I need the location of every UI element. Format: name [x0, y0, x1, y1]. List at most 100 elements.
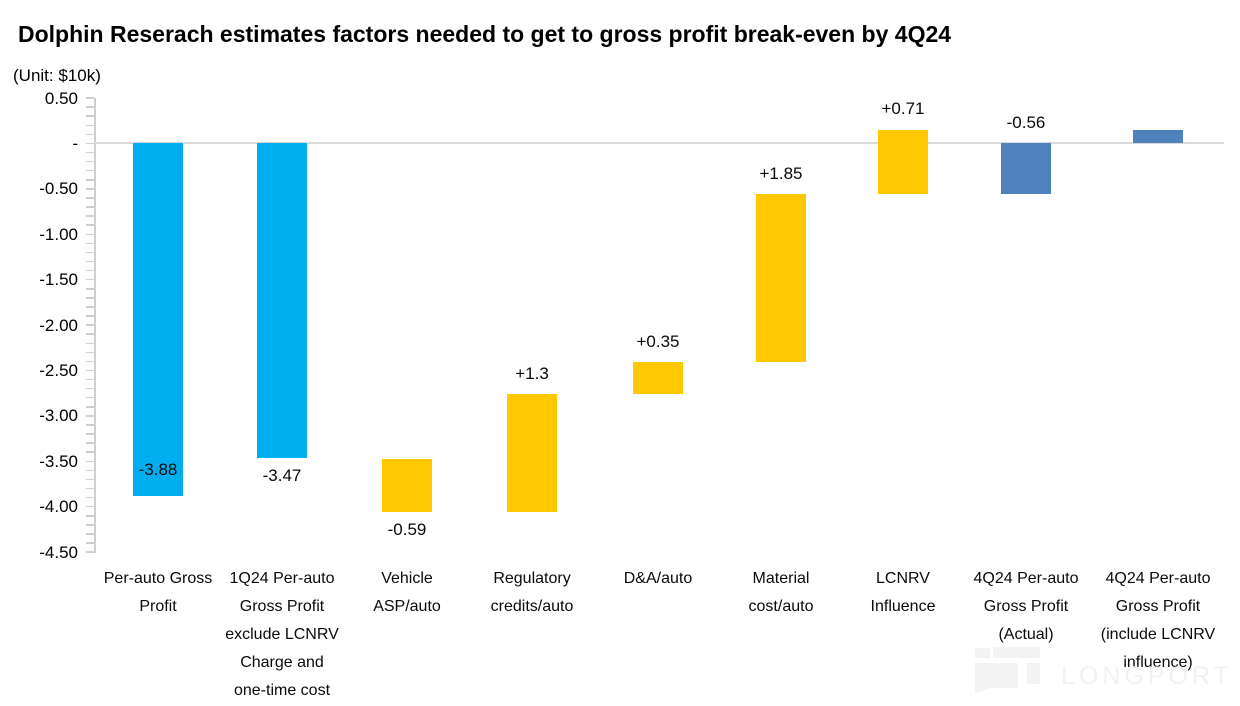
bar: [257, 143, 307, 459]
y-tick-label: -4.50: [39, 542, 78, 562]
y-minor-tick: [86, 124, 94, 126]
y-minor-tick: [86, 260, 94, 263]
category-label: D&A/auto: [570, 565, 746, 593]
bar-value-label: -0.59: [387, 519, 427, 539]
category-label-line: 4Q24 Per-auto: [973, 570, 1079, 587]
category-label: LCNRV Influence: [815, 565, 991, 621]
y-minor-tick: [86, 551, 94, 553]
y-minor-tick: [86, 415, 94, 417]
category-label-line: influence): [1123, 654, 1193, 671]
category-label-line: 4Q24 Per-auto: [1105, 570, 1211, 587]
bar-value-label: +1.85: [759, 163, 803, 183]
y-minor-tick: [86, 179, 94, 181]
y-minor-tick: [86, 469, 94, 472]
category-label-line: Profit: [139, 598, 177, 615]
category-label: Regulatory credits/auto: [444, 565, 620, 621]
y-minor-tick: [86, 288, 94, 290]
y-minor-tick: [86, 97, 94, 99]
category-label: Material cost/auto: [693, 565, 869, 621]
category-label-line: Gross Profit: [239, 598, 325, 615]
category-label-line: Gross Profit: [1115, 598, 1201, 615]
y-minor-tick: [86, 242, 94, 245]
category-label: Vehicle ASP/auto: [319, 565, 495, 621]
y-tick-label: -4.00: [39, 497, 78, 517]
y-minor-tick: [86, 505, 94, 508]
y-minor-tick: [86, 160, 94, 163]
y-minor-tick: [86, 251, 94, 254]
category-label-line: Gross Profit: [983, 598, 1069, 615]
y-minor-tick: [86, 369, 94, 372]
y-minor-tick: [86, 324, 94, 326]
bar: [1133, 129, 1183, 144]
y-minor-tick: [86, 433, 94, 435]
bar: [756, 194, 806, 363]
y-minor-tick: [86, 188, 94, 190]
bar: [633, 362, 683, 395]
bar-value-label: +1.3: [515, 363, 549, 383]
y-minor-tick: [86, 278, 94, 281]
y-minor-tick: [86, 387, 94, 390]
y-minor-tick: [86, 224, 94, 226]
bar-value-label: -3.47: [262, 466, 302, 485]
y-minor-tick: [86, 297, 94, 299]
y-minor-tick: [86, 342, 94, 344]
y-tick-label: -2.00: [39, 315, 78, 335]
category-label: 1Q24 Per-auto Gross Profit exclude LCNRV Ch…: [194, 565, 370, 705]
zero-gridline: [95, 142, 1224, 145]
y-tick-label: -: [72, 133, 78, 153]
bar: [382, 458, 432, 513]
y-minor-tick: [86, 460, 94, 462]
y-minor-tick: [86, 406, 94, 408]
y-minor-tick: [86, 524, 94, 526]
bar-value-label: +0.35: [636, 331, 680, 351]
category-label-line: exclude LCNRV: [225, 626, 339, 643]
y-axis-line: [94, 98, 96, 553]
y-minor-tick: [86, 133, 94, 136]
y-minor-tick: [86, 378, 94, 381]
y-minor-tick: [86, 396, 94, 399]
y-tick-label: -1.00: [39, 224, 78, 244]
category-label-line: Material: [752, 570, 810, 587]
bar: [507, 394, 557, 513]
y-minor-tick: [86, 115, 94, 117]
y-minor-tick: [86, 215, 94, 217]
unit-label: (Unit: $10k): [13, 66, 101, 85]
bar-value-label: -0.56: [1006, 112, 1046, 132]
category-label-line: cost/auto: [748, 598, 814, 615]
bar-value-label: -3.88: [138, 459, 178, 479]
y-minor-tick: [86, 542, 94, 544]
y-minor-tick: [86, 515, 94, 517]
y-minor-tick: [86, 333, 94, 335]
bar: [133, 143, 183, 496]
category-label: 4Q24 Per-auto Gross Profit (Actual): [938, 565, 1114, 649]
category-label-line: LCNRV: [876, 570, 930, 587]
category-label-line: credits/auto: [490, 598, 574, 615]
y-minor-tick: [86, 442, 94, 444]
category-label: 4Q24 Per-auto Gross Profit (include LCNRV i…: [1070, 565, 1240, 677]
y-minor-tick: [86, 360, 94, 363]
category-label-line: 1Q24 Per-auto: [229, 570, 335, 587]
y-minor-tick: [86, 533, 94, 535]
category-label-line: one-time cost: [233, 682, 331, 699]
category-label-line: Charge and: [240, 654, 324, 671]
chart-title: Dolphin Reserach estimates factors neede…: [18, 21, 952, 47]
category-label-line: Vehicle: [381, 570, 433, 587]
y-minor-tick: [86, 169, 94, 172]
y-tick-label: 0.50: [44, 88, 78, 108]
y-minor-tick: [86, 487, 94, 490]
category-label-line: Per-auto Gross: [103, 570, 213, 587]
category-label-line: (Actual): [998, 626, 1054, 643]
y-minor-tick: [86, 315, 94, 317]
y-minor-tick: [86, 197, 94, 199]
y-minor-tick: [86, 269, 94, 272]
category-label-line: ASP/auto: [373, 598, 441, 615]
y-minor-tick: [86, 496, 94, 499]
y-tick-label: -2.50: [39, 360, 78, 380]
category-label-line: Influence: [870, 598, 936, 615]
bar: [1001, 143, 1051, 195]
category-label-line: (include LCNRV: [1100, 626, 1216, 643]
y-tick-label: -3.00: [39, 406, 78, 426]
y-minor-tick: [86, 478, 94, 481]
